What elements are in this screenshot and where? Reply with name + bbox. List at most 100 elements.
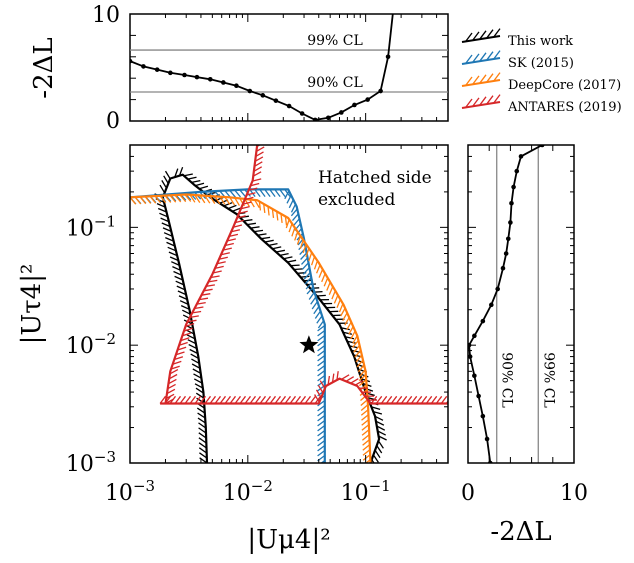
main-panel-frame [129, 144, 449, 464]
top-curve-point [299, 111, 305, 116]
legend-swatch-line [461, 57, 501, 65]
contour-0-0-hatch [180, 305, 190, 310]
contour-0-0-hatch [199, 185, 209, 190]
contour-1-0-hatch [300, 252, 308, 260]
contour-0-0-hatch [164, 170, 171, 180]
contour-3-1-hatch [440, 395, 448, 404]
legend-label-1: SK (2015) [508, 56, 574, 71]
contour-0-0-hatch [340, 327, 350, 331]
main-xtick-label-0: 10−3 [105, 477, 155, 506]
contour-0-0-hatch [199, 452, 208, 459]
contour-3-1-hatch [319, 380, 326, 389]
contour-1-0-hatch [229, 189, 237, 198]
contour-3-0-hatch [172, 360, 182, 365]
contour-3-0-hatch [226, 238, 236, 242]
contour-3-0-hatch [175, 351, 185, 356]
contour-3-0-hatch [234, 219, 244, 224]
legend-swatch-hatch [472, 53, 480, 63]
contour-1-0-hatch [317, 324, 326, 332]
contour-3-0-hatch [166, 388, 176, 395]
contour-3-1-hatch [304, 395, 312, 404]
contour-0-0-hatch [377, 440, 384, 449]
contour-3-0-hatch [246, 192, 256, 196]
contour-3-1-hatch [159, 395, 167, 404]
right-panel-frame [467, 144, 575, 464]
contour-3-0-hatch [198, 297, 209, 301]
top-curve-point [378, 88, 383, 94]
contour-0-0-hatch [198, 422, 207, 429]
legend-swatch-hatch [479, 74, 487, 84]
contour-3-1-hatch [194, 395, 202, 404]
main-panel: Hatched side excluded 10−3 10−2 10−110−310… [17, 144, 574, 555]
right-reference-lines: 90% CL 99% CL [496, 145, 556, 463]
right-likelihood-curve [468, 145, 545, 463]
right-curve-line [468, 145, 543, 463]
contour-2-0-hatch [263, 203, 266, 213]
contour-0-0-hatch [166, 241, 176, 247]
contour-0-0-hatch [316, 294, 326, 297]
contour-1-0-hatch [314, 310, 322, 319]
contour-2-0-hatch [296, 235, 302, 245]
contour-0-0-hatch [197, 417, 206, 424]
legend-swatch-hatch [493, 94, 501, 103]
contour-2-0-hatch [229, 196, 236, 206]
contour-0-0-hatch [161, 180, 168, 189]
right-curve-point [500, 265, 506, 271]
contour-3-1-hatch [317, 384, 324, 394]
contour-3-0-hatch [168, 378, 177, 385]
contour-2-0-hatch [199, 195, 206, 204]
contour-0-0-hatch [374, 415, 384, 421]
contour-3-1-hatch [415, 395, 423, 404]
contour-0-0-hatch [161, 222, 171, 228]
contour-0-0-hatch [261, 236, 271, 240]
contour-1-0-hatch [288, 199, 294, 209]
main-tick-labels: 10−3 10−2 10−1 10−3 10−2 10−1 [66, 212, 391, 506]
contour-0-0-hatch [182, 309, 191, 315]
contour-0-0-hatch [198, 442, 207, 449]
contour-2-0-hatch [214, 195, 221, 205]
legend-swatch-hatch [486, 73, 494, 83]
contour-0-0-line [161, 173, 381, 463]
contour-0-0-hatch [287, 259, 297, 263]
contour-2-0-hatch [154, 195, 162, 204]
contour-0-0-hatch [345, 336, 355, 340]
contour-2-0-hatch [361, 424, 370, 431]
contour-2-0-hatch [354, 349, 362, 358]
contour-0-0-hatch [159, 184, 166, 194]
top-curve-point [326, 115, 331, 121]
contour-1-0-hatch [317, 334, 326, 342]
contour-1-0-hatch [269, 189, 276, 197]
contour-3-1-hatch [179, 395, 187, 404]
contour-2-0-hatch [348, 326, 354, 335]
contour-3-1 [159, 371, 448, 405]
contour-0-0-hatch [264, 239, 274, 243]
contour-2-0-hatch [299, 239, 304, 249]
contour-2-0-hatch [361, 429, 370, 436]
top-curve-point [365, 97, 370, 102]
contour-2-0-hatch [352, 340, 359, 348]
right-curve-point [472, 373, 477, 379]
contour-1-0-hatch [317, 329, 326, 337]
contour-3-1-hatch [309, 395, 317, 404]
contour-3-1-hatch [239, 395, 247, 404]
contour-0-0-hatch [191, 358, 200, 364]
top-curve-point [273, 98, 279, 103]
contour-2-0-hatch [344, 317, 350, 326]
contour-0-0-hatch [169, 256, 179, 262]
contour-3-0-hatch [169, 369, 179, 375]
contour-2-0-hatch [305, 248, 310, 258]
contour-0-0-hatch [231, 207, 241, 212]
contour-2-0-hatch [224, 196, 231, 205]
contour-1-0-hatch [292, 213, 299, 222]
main-ytick-label-0: 10−3 [66, 448, 116, 477]
annotation-line-2: excluded [318, 190, 395, 210]
right-ref-label-1: 99% CL [540, 352, 556, 408]
contour-2-0-hatch [169, 194, 177, 203]
contour-2-0-hatch [357, 364, 365, 373]
top-curve-point [141, 64, 146, 69]
right-xtick-10: 10 [560, 481, 588, 506]
contour-1-0-hatch [317, 429, 326, 437]
contour-0-0-hatch [175, 280, 185, 286]
contour-1-0-hatch [308, 291, 315, 300]
contour-1-0-hatch [317, 374, 326, 382]
